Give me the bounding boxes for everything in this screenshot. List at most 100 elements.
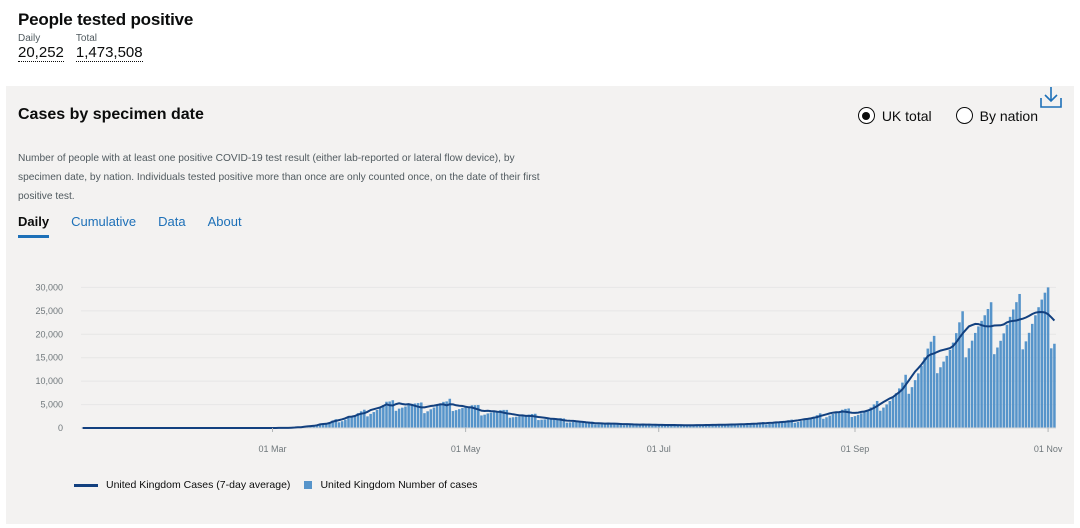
bar xyxy=(625,424,629,428)
bar xyxy=(597,424,600,428)
bar xyxy=(967,348,971,428)
bar xyxy=(552,418,556,428)
y-tick-label: 10,000 xyxy=(35,376,63,386)
bar xyxy=(866,409,869,428)
daily-value[interactable]: 20,252 xyxy=(18,44,64,62)
bar xyxy=(543,419,547,428)
bar xyxy=(647,423,651,428)
bar xyxy=(375,409,379,428)
average-line xyxy=(82,310,1056,429)
bar xyxy=(815,415,819,428)
card-title: Cases by specimen date xyxy=(18,106,204,123)
bar xyxy=(679,425,683,428)
bar xyxy=(676,424,679,428)
bar xyxy=(891,397,895,428)
bar xyxy=(955,333,958,428)
bar xyxy=(527,414,531,428)
bar xyxy=(518,416,521,428)
legend-line-label: United Kingdom Cases (7-day average) xyxy=(106,479,291,491)
bar xyxy=(416,403,420,428)
chart-description: Number of people with at least one posit… xyxy=(18,153,540,202)
bar xyxy=(584,421,588,428)
bar xyxy=(328,422,331,428)
bar xyxy=(448,398,452,428)
bar xyxy=(701,424,705,428)
bar xyxy=(989,302,993,428)
bar xyxy=(736,425,740,428)
bar xyxy=(698,424,702,428)
bar xyxy=(480,415,483,428)
bar xyxy=(993,354,996,428)
bar xyxy=(765,424,768,428)
bar xyxy=(413,403,417,428)
metrics: Daily 20,252 Total 1,473,508 xyxy=(18,33,193,62)
y-tick-label: 30,000 xyxy=(35,282,63,292)
bar xyxy=(366,416,369,428)
bar xyxy=(673,424,676,428)
bar xyxy=(771,423,774,428)
bar xyxy=(613,423,616,428)
radio-nation-circle[interactable] xyxy=(955,107,973,124)
bar xyxy=(562,418,566,428)
bar xyxy=(540,419,543,428)
bar xyxy=(761,422,765,428)
radio-uk-total[interactable]: UK total xyxy=(857,107,932,124)
bar xyxy=(780,421,784,428)
bar xyxy=(575,421,578,428)
x-tick-label: 01 Nov xyxy=(1034,444,1063,454)
bar xyxy=(977,326,980,428)
legend-line-swatch xyxy=(74,483,98,487)
download-icon[interactable] xyxy=(1040,86,1062,110)
bar xyxy=(578,421,581,428)
bar xyxy=(344,419,347,428)
bar xyxy=(749,423,752,428)
bar xyxy=(325,423,328,428)
bar xyxy=(356,413,360,428)
bar xyxy=(372,412,376,428)
headline: People tested positive Daily 20,252 Tota… xyxy=(18,10,193,62)
bar xyxy=(784,421,787,428)
tab-about[interactable]: About xyxy=(207,214,242,229)
bar xyxy=(923,357,926,428)
tab-data[interactable]: Data xyxy=(158,214,186,229)
bar xyxy=(809,417,812,428)
radio-uk-circle[interactable] xyxy=(857,107,875,124)
bar xyxy=(347,417,350,428)
bar xyxy=(1034,315,1037,428)
radio-by-nation[interactable]: By nation xyxy=(955,107,1038,124)
daily-metric: Daily 20,252 xyxy=(18,33,64,62)
bar xyxy=(986,309,990,428)
bar xyxy=(337,422,341,428)
bar xyxy=(733,423,736,428)
bar xyxy=(401,407,404,428)
bar xyxy=(913,380,917,428)
bar xyxy=(559,418,562,428)
tab-daily[interactable]: Daily xyxy=(18,214,50,238)
bar xyxy=(644,423,648,428)
tab-cumulative[interactable]: Cumulative xyxy=(71,214,137,229)
bar xyxy=(939,367,942,428)
bar xyxy=(907,393,911,428)
bar xyxy=(420,402,423,428)
bar xyxy=(464,407,467,428)
x-tick-label: 01 Sep xyxy=(841,444,870,454)
bar xyxy=(616,423,619,428)
bar xyxy=(496,411,499,428)
bar xyxy=(505,409,509,428)
bar xyxy=(600,424,604,428)
bar xyxy=(812,416,816,428)
bar xyxy=(1046,287,1050,428)
bar xyxy=(309,426,312,428)
bar xyxy=(318,424,322,428)
bar xyxy=(717,425,721,428)
radio-nation-label: By nation xyxy=(979,107,1038,124)
x-tick-label: 01 May xyxy=(451,444,481,454)
total-value[interactable]: 1,473,508 xyxy=(75,44,143,62)
bar xyxy=(685,425,689,428)
radio-uk-label: UK total xyxy=(881,107,932,124)
bar xyxy=(856,414,860,428)
bar xyxy=(961,311,964,428)
bar xyxy=(730,423,733,428)
bar xyxy=(1043,292,1047,428)
bar xyxy=(359,411,363,428)
